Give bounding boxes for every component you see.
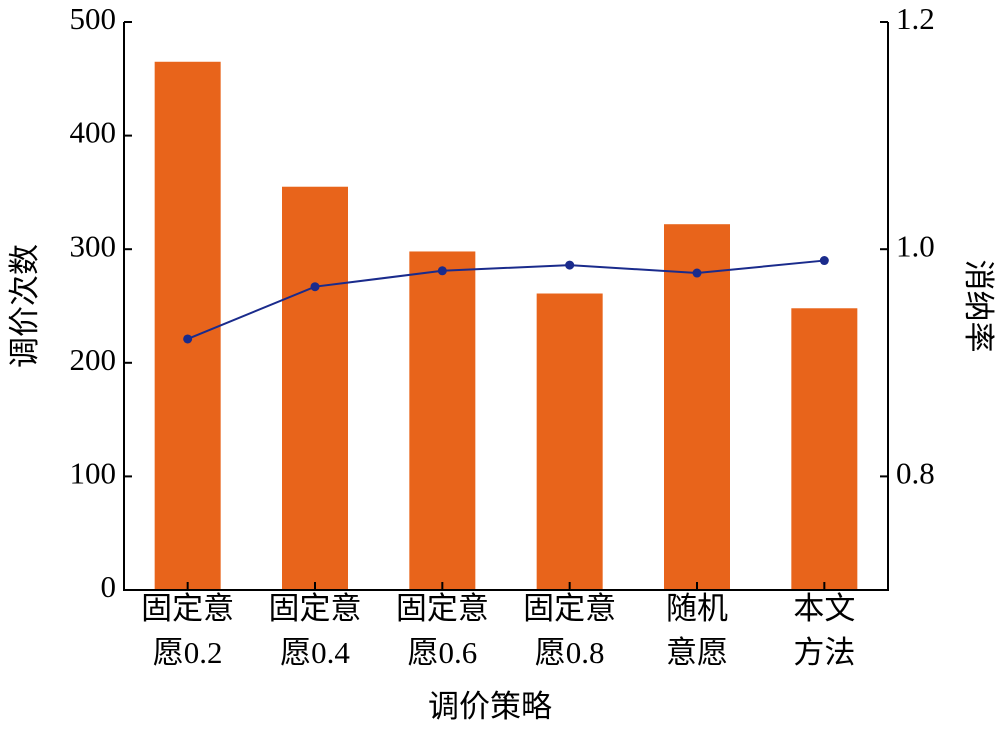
y-tick-label: 100 [70, 456, 117, 491]
y2-tick-label: 1.0 [896, 228, 935, 263]
x-tick-label: 固定意愿0.2 [141, 591, 234, 670]
x-tick-label-line: 意愿 [666, 635, 728, 670]
x-tick-label: 固定意愿0.4 [269, 591, 362, 670]
x-tick-label: 固定意愿0.8 [523, 591, 616, 670]
x-axis-label: 调价策略 [428, 689, 552, 724]
bar [409, 251, 476, 591]
x-tick-label-line: 随机 [666, 591, 728, 626]
x-tick-label-line: 愿0.8 [535, 635, 605, 670]
line-point [819, 256, 829, 266]
y-tick-label: 500 [70, 1, 117, 36]
bar [154, 61, 221, 590]
y-tick-label: 400 [70, 115, 117, 150]
bar [664, 224, 730, 590]
x-tick-label-line: 方法 [793, 635, 855, 670]
y-axis-label: 调价次数 [7, 244, 42, 368]
x-tick-label-line: 本文 [793, 591, 855, 626]
bar [282, 186, 348, 590]
axes [123, 22, 889, 591]
line-point [692, 268, 702, 278]
line [187, 259, 825, 340]
y-tick-label: 300 [70, 228, 117, 263]
x-tick-label-line: 固定意 [523, 591, 616, 626]
x-tick-label: 固定意愿0.6 [396, 591, 489, 670]
x-tick-label: 随机意愿 [666, 591, 728, 670]
y2-tick-label: 0.8 [896, 456, 935, 491]
line-point [565, 260, 575, 270]
bar [536, 293, 603, 590]
line-point [437, 266, 447, 276]
line-point [310, 282, 320, 292]
line-point [183, 334, 193, 344]
y2-tick-label: 1.2 [896, 1, 935, 36]
x-tick-label-line: 固定意 [269, 591, 362, 626]
y-tick-label: 200 [70, 342, 117, 377]
x-tick-label-line: 愿0.4 [280, 635, 350, 670]
y-tick-label: 0 [101, 569, 117, 604]
x-tick-label-line: 愿0.6 [407, 635, 477, 670]
x-tick-label-line: 固定意 [396, 591, 489, 626]
y2-axis-label: 消纳率 [961, 260, 996, 353]
x-tick-label-line: 固定意 [141, 591, 234, 626]
bar [791, 308, 858, 590]
x-tick-label: 本文方法 [793, 591, 855, 670]
x-tick-label-line: 愿0.2 [153, 635, 223, 670]
